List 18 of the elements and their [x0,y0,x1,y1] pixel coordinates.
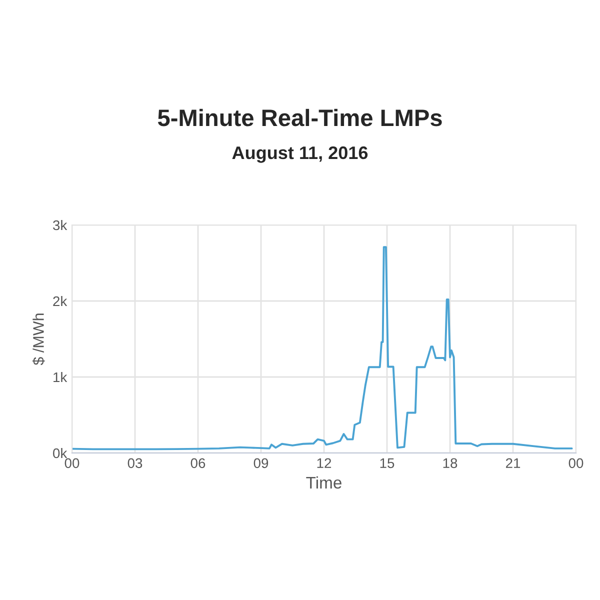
chart-subtitle: August 11, 2016 [232,146,368,163]
x-tick-label: 12 [317,458,332,468]
x-tick-label: 18 [443,458,458,468]
x-tick-label: 15 [380,458,394,468]
x-tick-label: 06 [190,458,206,468]
y-tick-label: 3k [53,220,68,230]
line-series [72,246,573,450]
y-tick-label: 1k [54,372,68,382]
y-tick-label: 0k [53,448,68,458]
x-tick-label: 09 [254,458,268,468]
x-tick-label: 21 [506,458,520,468]
x-tick-label: 00 [64,458,80,468]
y-axis-title: $ /MWh [32,314,45,366]
chart-title: 5-Minute Real-Time LMPs [158,108,442,126]
x-tick-label: 03 [128,458,142,468]
y-tick-label: 2k [53,296,68,306]
x-tick-label: 00 [568,458,584,468]
x-axis-title: Time [306,476,342,489]
